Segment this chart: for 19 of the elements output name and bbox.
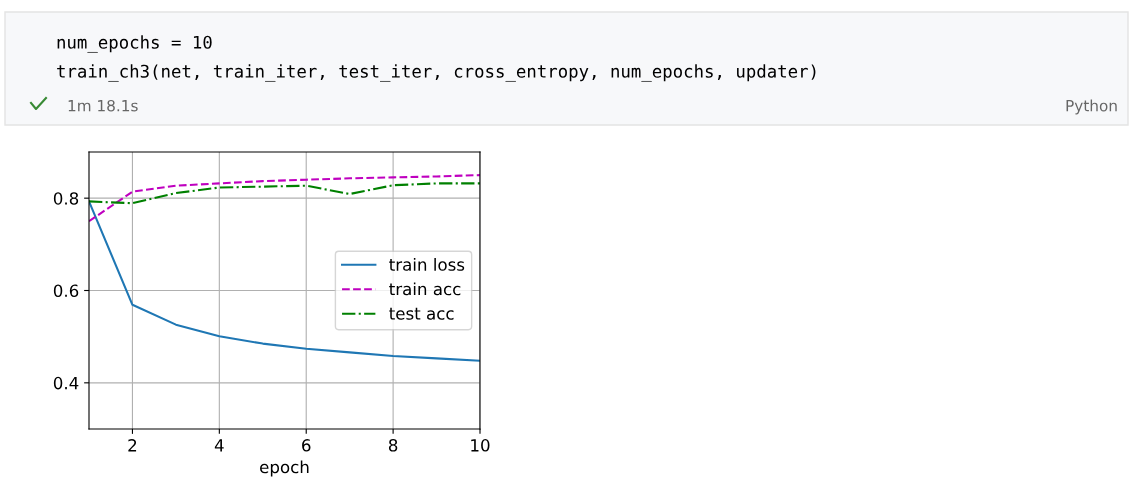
text: train_ch3(net, train_iter, test_iter, cross_entropy, num_epochs, updater) xyxy=(57,64,816,82)
y-tick-label: 0.6 xyxy=(53,284,79,298)
x-tick-label: 8 xyxy=(388,439,398,452)
line-series xyxy=(89,182,480,205)
legend-label: train loss xyxy=(389,257,465,271)
legend-label: test acc xyxy=(389,307,454,320)
text: 1m 18.1s xyxy=(68,99,138,112)
line-series xyxy=(89,174,480,223)
y-tick-label: 0.4 xyxy=(53,376,79,390)
text: num_epochs = 10 xyxy=(57,35,212,53)
x-tick-label: 6 xyxy=(302,439,311,452)
text: Python xyxy=(1066,99,1117,115)
x-tick-label: 10 xyxy=(471,439,490,452)
legend-label: train acc xyxy=(389,282,461,296)
x-tick-label: 2 xyxy=(128,439,137,452)
x-tick-label: 4 xyxy=(214,439,224,452)
line-series xyxy=(89,200,480,362)
x-axis-title: epoch xyxy=(260,460,309,477)
y-tick-label: 0.8 xyxy=(53,192,79,205)
